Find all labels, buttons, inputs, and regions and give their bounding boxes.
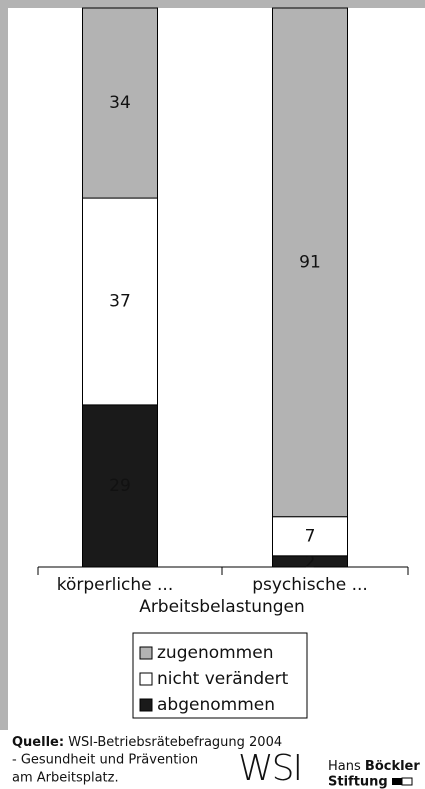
bar-segment xyxy=(82,7,158,199)
x-axis-title: Arbeitsbelastungen xyxy=(139,597,305,617)
logo-mark xyxy=(392,778,402,785)
data-label: 7 xyxy=(305,526,316,546)
legend-label: nicht verändert xyxy=(157,669,289,689)
legend-label: abgenommen xyxy=(157,695,275,715)
data-label: 37 xyxy=(109,291,131,311)
data-label: 2 xyxy=(305,552,316,572)
legend-swatch xyxy=(139,646,153,660)
source: Quelle: WSI-Betriebsrätebefragung 2004 xyxy=(12,735,282,750)
frame-left xyxy=(0,0,8,730)
legend-swatch xyxy=(139,698,153,712)
data-label: 91 xyxy=(299,252,321,272)
frame-top xyxy=(0,0,425,8)
foundation-word: Böckler xyxy=(365,759,420,774)
foundation-word: Stiftung xyxy=(328,775,388,789)
source-line: WSI-Betriebsrätebefragung 2004 xyxy=(68,735,282,750)
source-line: am Arbeitsplatz. xyxy=(12,771,119,786)
data-label: 29 xyxy=(109,476,131,496)
logo: WSI xyxy=(238,748,301,789)
foundation-word: Hans xyxy=(328,759,361,774)
data-label: 34 xyxy=(109,93,131,113)
foundation: Hans Böckler xyxy=(328,759,420,774)
x-tick-label: körperliche ... xyxy=(57,575,174,595)
bar-segment xyxy=(272,7,348,518)
source-line: - Gesundheit und Prävention xyxy=(12,753,198,768)
bar-segment xyxy=(82,197,158,406)
x-tick-label: psychische ... xyxy=(252,575,368,595)
bar-segment xyxy=(272,516,348,557)
legend-label: zugenommen xyxy=(157,643,273,663)
logo-mark xyxy=(401,777,413,786)
source-label: Quelle: xyxy=(12,735,64,750)
legend-swatch xyxy=(139,672,153,686)
legend-box xyxy=(132,632,308,719)
